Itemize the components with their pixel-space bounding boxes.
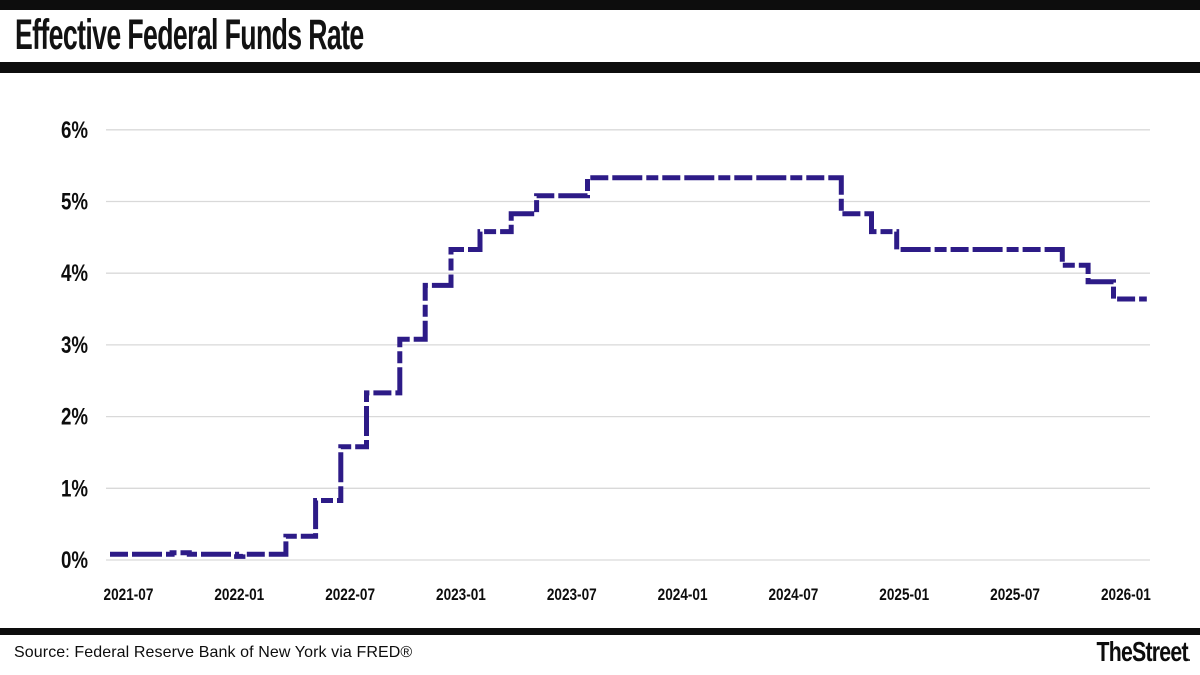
effr-chart: 0% 1% 2% 3% 4% 5% 6% 2021-07 2022-01 2022-07 2023-…: [0, 73, 1200, 618]
x-tick-label: 2023-07: [547, 586, 597, 605]
brand-logo-dot: .: [1188, 649, 1191, 664]
rate-line: [110, 175, 1147, 559]
y-axis-labels: 0% 1% 2% 3% 4% 5% 6%: [61, 117, 88, 574]
x-tick-label: 2023-01: [436, 586, 486, 605]
page-title: Effective Federal Funds Rate: [15, 11, 364, 59]
header-top-bar: [0, 0, 1200, 10]
x-tick-label: 2021-07: [104, 586, 154, 605]
brand-logo: TheStreet.: [1067, 636, 1191, 668]
x-tick-label: 2024-07: [768, 586, 818, 605]
y-tick-label: 5%: [61, 188, 88, 215]
x-tick-label: 2025-07: [990, 586, 1040, 605]
y-tick-label: 4%: [61, 260, 88, 287]
y-tick-label: 2%: [61, 403, 88, 430]
y-tick-label: 1%: [61, 475, 88, 502]
effr-chart-svg: 0% 1% 2% 3% 4% 5% 6% 2021-07 2022-01 2022-07 2023-…: [61, 117, 1152, 605]
y-tick-label: 6%: [61, 117, 88, 144]
y-tick-label: 0%: [61, 547, 88, 574]
x-axis-labels: 2021-07 2022-01 2022-07 2023-01 2023-07 2024-…: [104, 586, 1152, 605]
page-title-wrap: Effective Federal Funds Rate: [15, 11, 577, 60]
header-rule-bar: [0, 62, 1200, 73]
gridlines: [106, 129, 1150, 561]
y-tick-label: 3%: [61, 332, 88, 359]
x-tick-label: 2022-01: [214, 586, 264, 605]
footer-rule-bar: [0, 628, 1200, 635]
x-tick-label: 2022-07: [325, 586, 375, 605]
brand-logo-text: TheStreet.: [1096, 636, 1191, 667]
x-tick-label: 2025-01: [879, 586, 929, 605]
x-tick-label: 2024-01: [658, 586, 708, 605]
x-tick-label: 2026-01: [1101, 586, 1151, 605]
source-credit: Source: Federal Reserve Bank of New York…: [14, 644, 413, 661]
